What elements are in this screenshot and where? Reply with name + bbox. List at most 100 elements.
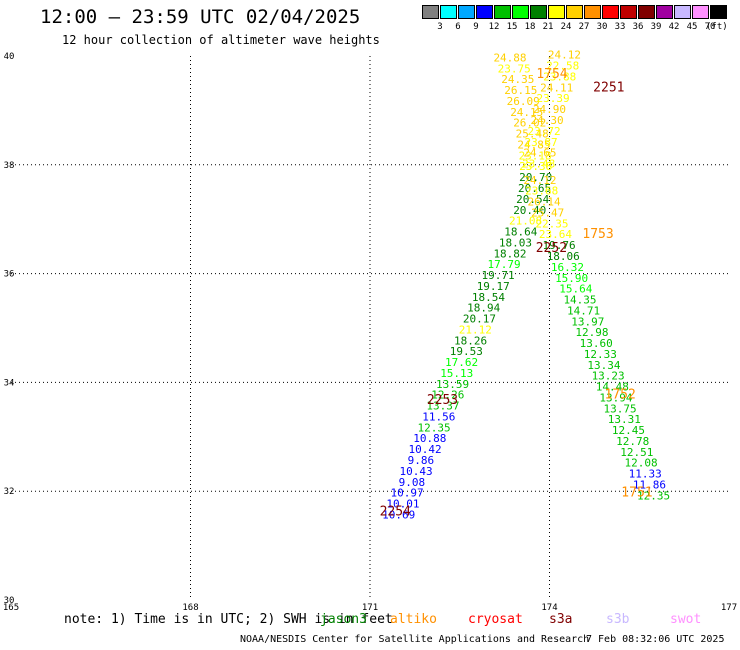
legend-swatch [440, 5, 457, 19]
legend-unit: (ft) [706, 22, 728, 32]
wave-height-point: 12.08 [624, 457, 657, 470]
pass-time-label: 2252 [536, 241, 567, 256]
wave-height-point: 13.59 [436, 378, 469, 391]
wave-height-point: 22.35 [535, 217, 568, 230]
wave-height-point: 14.35 [563, 294, 596, 307]
wave-height-point: 9.08 [399, 476, 426, 489]
wave-height-point: 13.75 [604, 402, 637, 415]
wave-height-point: 14.71 [567, 304, 600, 317]
x-tick-label: 171 [362, 603, 378, 613]
wave-height-point: 13.34 [587, 359, 620, 372]
wave-height-point: 16.32 [551, 261, 584, 274]
wave-height-point: 12.98 [575, 326, 608, 339]
legend-swatch [656, 5, 673, 19]
y-tick-label: 32 [4, 487, 15, 497]
legend-label: 42 [668, 22, 680, 32]
legend-swatch [548, 5, 565, 19]
wave-height-point: 13.97 [571, 315, 604, 328]
wave-height-point: 10.88 [413, 432, 446, 445]
wave-height-point: 18.64 [504, 226, 537, 239]
wave-height-point: 25.47 [531, 206, 564, 219]
wave-height-point: 15.13 [440, 367, 473, 380]
legend-label: 39 [650, 22, 662, 32]
y-tick-label: 36 [4, 270, 15, 280]
wave-height-point: 10.97 [391, 487, 424, 500]
pass-time-label: 1754 [536, 67, 567, 82]
wave-height-point: 12.78 [616, 435, 649, 448]
wave-height-point: 11.33 [629, 468, 662, 481]
wave-height-point: 24.12 [523, 174, 556, 187]
legend-label: 24 [560, 22, 572, 32]
wave-height-point: 13.94 [599, 391, 632, 404]
wave-height-point: 15.90 [555, 272, 588, 285]
wave-height-point: 23.87 [525, 136, 558, 149]
y-tick-label: 34 [4, 378, 15, 388]
wave-height-point: 13.23 [592, 370, 625, 383]
wave-height-point: 18.26 [454, 334, 487, 347]
wave-height-point: 23.75 [498, 62, 531, 75]
wave-height-point: 10.01 [386, 498, 419, 511]
wave-height-point: 18.06 [547, 250, 580, 263]
wave-height-point: 12.51 [620, 446, 653, 459]
legend-swatch [566, 5, 583, 19]
legend-label: 9 [473, 22, 479, 32]
legend-label: 6 [455, 22, 461, 32]
wave-height-point: 23.39 [537, 92, 570, 105]
x-tick-label: 168 [182, 603, 198, 613]
chart-subtitle: 12 hour collection of altimeter wave hei… [62, 33, 380, 47]
wave-height-point: 20.54 [516, 193, 549, 206]
y-tick-label: 30 [4, 596, 15, 606]
wave-height-point: 26.14 [528, 196, 561, 209]
wave-height-point: 18.82 [493, 247, 526, 260]
wave-height-point: 22.58 [546, 60, 579, 73]
legend-swatch [602, 5, 619, 19]
legend-label: 3 [437, 22, 443, 32]
wave-height-point: 20.40 [513, 204, 546, 217]
wave-height-point: 19.17 [477, 280, 510, 293]
pass-time-label: 1753 [582, 227, 613, 242]
legend-label: 27 [578, 22, 590, 32]
legend-swatch [422, 5, 439, 19]
y-tick-label: 40 [4, 52, 15, 62]
pass-time-label: 1752 [605, 388, 636, 403]
wave-height-point: 20.17 [463, 313, 496, 326]
wave-height-point: 21.08 [509, 215, 542, 228]
wave-height-point: 23.38 [519, 160, 552, 173]
legend-swatch [512, 5, 529, 19]
x-tick-label: 177 [721, 603, 737, 613]
wave-height-point: 9.86 [408, 454, 435, 467]
wave-height-point: 18.54 [472, 291, 505, 304]
satellite-label: jason3 [320, 612, 367, 627]
wave-height-point: 12.35 [637, 489, 670, 502]
wave-height-point: 19.76 [543, 239, 576, 252]
pass-time-label: 2253 [427, 393, 458, 408]
wave-height-point: 20.70 [519, 171, 552, 184]
legend-swatch [620, 5, 637, 19]
wave-height-point: 17.79 [487, 258, 520, 271]
wave-height-point: 23.72 [528, 125, 561, 138]
wave-height-point: 23.68 [525, 185, 558, 198]
wave-height-point: 13.37 [426, 400, 459, 413]
wave-height-point: 24.15 [510, 106, 543, 119]
wave-height-point: 23.88 [543, 70, 576, 83]
wave-height-point: 26.15 [504, 84, 537, 97]
wave-height-point: 24.12 [548, 49, 581, 62]
wave-height-point: 24.90 [533, 103, 566, 116]
legend-swatch [692, 5, 709, 19]
wave-height-point: 18.03 [499, 236, 532, 249]
footer-note: note: 1) Time is in UTC; 2) SWH is in fe… [64, 612, 393, 627]
wave-height-point: 24.11 [540, 81, 573, 94]
wave-height-point: 14.48 [596, 381, 629, 394]
footer-credit: NOAA/NESDIS Center for Satellite Applica… [240, 634, 590, 645]
legend-swatch [638, 5, 655, 19]
wave-height-point: 23.18 [519, 149, 552, 162]
pass-time-label: 2254 [380, 505, 411, 520]
wave-height-point: 10.43 [400, 465, 433, 478]
wave-height-point: 12.26 [431, 389, 464, 402]
satellite-label: altiko [390, 612, 437, 627]
satellite-label: s3b [606, 612, 630, 627]
legend-label: 45 [686, 22, 698, 32]
wave-height-point: 10.69 [382, 508, 415, 521]
chart-title: 12:00 – 23:59 UTC 02/04/2025 [40, 6, 361, 28]
